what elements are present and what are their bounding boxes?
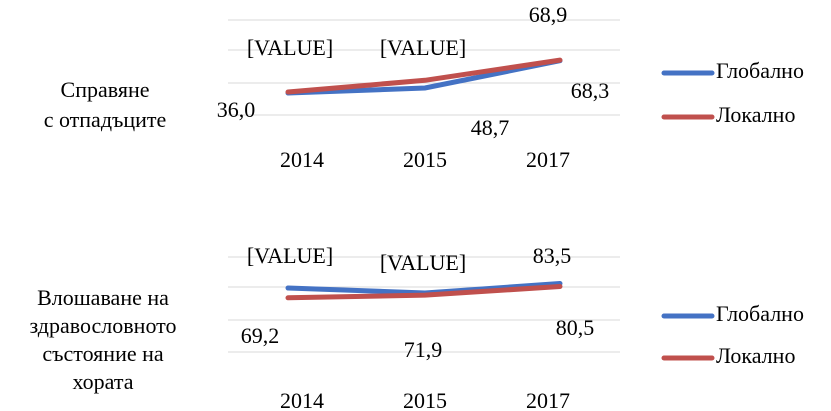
- data-label: 36,0: [217, 97, 256, 122]
- data-label: 68,9: [529, 2, 568, 27]
- row-label: хората: [72, 369, 133, 394]
- legend-label: Глобално: [716, 58, 804, 83]
- series-line: [285, 58, 563, 96]
- data-label: 83,5: [533, 243, 572, 268]
- data-label: 80,5: [556, 315, 595, 340]
- x-tick-label: 2015: [403, 147, 447, 172]
- row-label: здравословното: [30, 313, 177, 338]
- data-label: 68,3: [571, 78, 610, 103]
- data-label: [VALUE]: [247, 243, 333, 268]
- x-tick-label: 2014: [280, 147, 324, 172]
- data-label: [VALUE]: [247, 35, 333, 60]
- data-label: [VALUE]: [380, 35, 466, 60]
- legend-label: Глобално: [716, 301, 804, 326]
- series-line: [285, 57, 563, 95]
- legend-label: Локално: [716, 343, 795, 368]
- data-label: [VALUE]: [380, 250, 466, 275]
- row-label: Влошаване на: [37, 285, 169, 310]
- data-label: 48,7: [471, 115, 510, 140]
- legend-label: Локално: [716, 102, 795, 127]
- grid: [228, 19, 620, 353]
- data-label: 71,9: [404, 337, 443, 362]
- x-tick-label: 2015: [403, 388, 447, 411]
- series-line: [285, 284, 563, 301]
- data-label: 69,2: [241, 323, 280, 348]
- row-label: Справяне: [61, 77, 150, 102]
- row-label: с отпадъците: [44, 107, 167, 132]
- x-tick-label: 2017: [526, 388, 570, 411]
- x-tick-label: 2017: [526, 147, 570, 172]
- row-label: състояние на: [42, 341, 164, 366]
- x-tick-label: 2014: [280, 388, 324, 411]
